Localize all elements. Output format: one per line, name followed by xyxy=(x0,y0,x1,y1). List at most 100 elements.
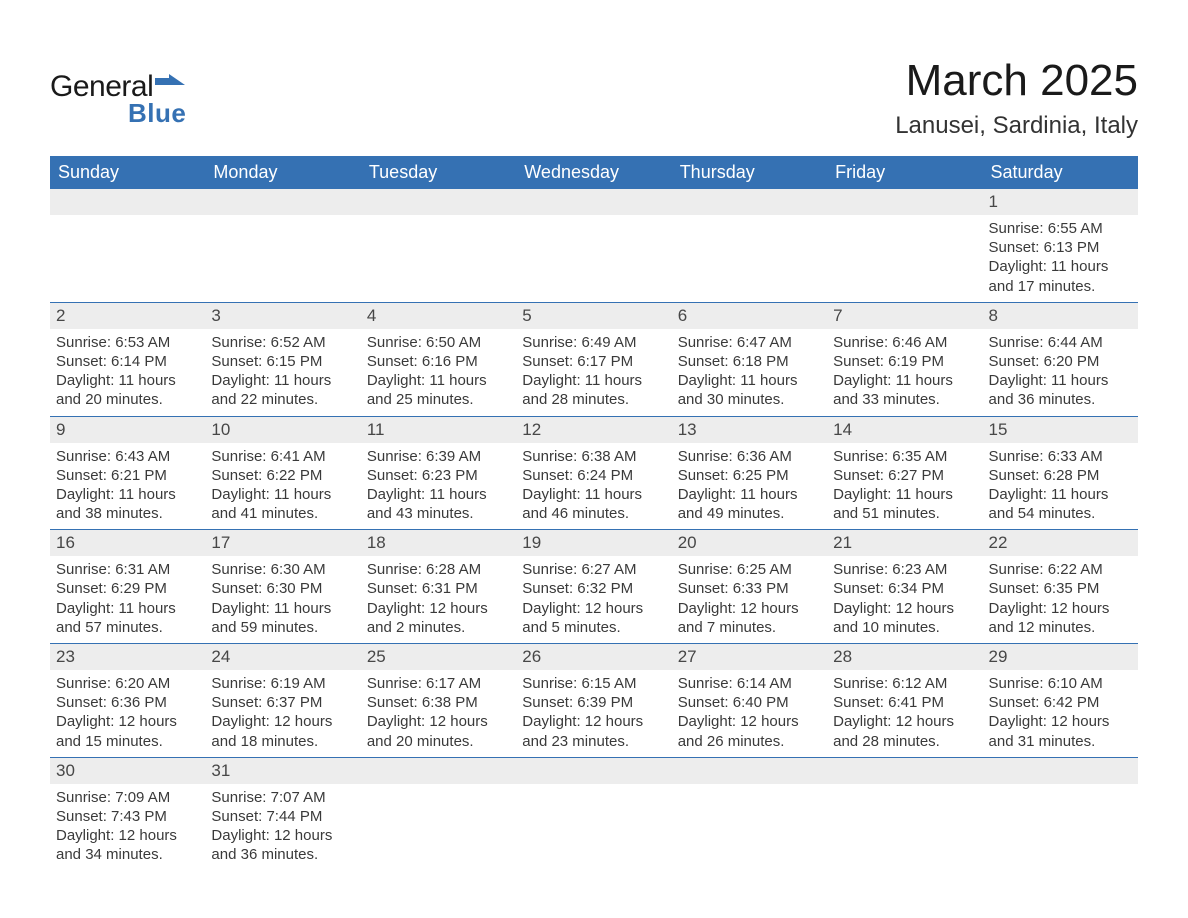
sunrise-text: Sunrise: 7:07 AM xyxy=(211,788,352,807)
day-details xyxy=(516,784,671,871)
day-details: Sunrise: 6:28 AMSunset: 6:31 PMDaylight:… xyxy=(361,556,516,643)
day-number xyxy=(827,757,982,784)
detail-row: Sunrise: 6:43 AMSunset: 6:21 PMDaylight:… xyxy=(50,443,1138,530)
sunrise-text: Sunrise: 6:38 AM xyxy=(522,447,663,466)
sunset-text: Sunset: 6:25 PM xyxy=(678,466,819,485)
sunrise-text: Sunrise: 6:12 AM xyxy=(833,674,974,693)
day-details: Sunrise: 6:10 AMSunset: 6:42 PMDaylight:… xyxy=(983,670,1138,757)
day-number xyxy=(516,189,671,215)
sunrise-text: Sunrise: 6:22 AM xyxy=(989,560,1130,579)
sunrise-text: Sunrise: 6:41 AM xyxy=(211,447,352,466)
detail-row: Sunrise: 7:09 AMSunset: 7:43 PMDaylight:… xyxy=(50,784,1138,871)
day-details: Sunrise: 6:36 AMSunset: 6:25 PMDaylight:… xyxy=(672,443,827,530)
day-number: 17 xyxy=(205,530,360,557)
day-number: 24 xyxy=(205,644,360,671)
day-number xyxy=(672,189,827,215)
day-details xyxy=(205,215,360,302)
col-header: Monday xyxy=(205,156,360,189)
day-number: 19 xyxy=(516,530,671,557)
day-details: Sunrise: 6:35 AMSunset: 6:27 PMDaylight:… xyxy=(827,443,982,530)
day-number: 6 xyxy=(672,302,827,329)
daylight-text: Daylight: 11 hours and 36 minutes. xyxy=(989,371,1130,409)
sunrise-text: Sunrise: 6:43 AM xyxy=(56,447,197,466)
sunset-text: Sunset: 6:13 PM xyxy=(989,238,1130,257)
sunset-text: Sunset: 6:28 PM xyxy=(989,466,1130,485)
sunset-text: Sunset: 6:35 PM xyxy=(989,579,1130,598)
day-details: Sunrise: 6:22 AMSunset: 6:35 PMDaylight:… xyxy=(983,556,1138,643)
sunrise-text: Sunrise: 6:35 AM xyxy=(833,447,974,466)
day-details xyxy=(827,215,982,302)
page: General Blue March 2025 Lanusei, Sardini… xyxy=(0,0,1188,911)
day-details xyxy=(672,215,827,302)
day-details: Sunrise: 6:43 AMSunset: 6:21 PMDaylight:… xyxy=(50,443,205,530)
daylight-text: Daylight: 12 hours and 5 minutes. xyxy=(522,599,663,637)
sunset-text: Sunset: 6:15 PM xyxy=(211,352,352,371)
day-number: 3 xyxy=(205,302,360,329)
daylight-text: Daylight: 12 hours and 20 minutes. xyxy=(367,712,508,750)
sunrise-text: Sunrise: 6:17 AM xyxy=(367,674,508,693)
day-number: 21 xyxy=(827,530,982,557)
sunset-text: Sunset: 6:38 PM xyxy=(367,693,508,712)
sunrise-text: Sunrise: 6:36 AM xyxy=(678,447,819,466)
sunset-text: Sunset: 6:20 PM xyxy=(989,352,1130,371)
sunset-text: Sunset: 6:14 PM xyxy=(56,352,197,371)
sunset-text: Sunset: 6:36 PM xyxy=(56,693,197,712)
daynum-row: 9101112131415 xyxy=(50,416,1138,443)
detail-row: Sunrise: 6:55 AMSunset: 6:13 PMDaylight:… xyxy=(50,215,1138,302)
sunrise-text: Sunrise: 6:33 AM xyxy=(989,447,1130,466)
sunrise-text: Sunrise: 6:23 AM xyxy=(833,560,974,579)
header-row: General Blue March 2025 Lanusei, Sardini… xyxy=(50,48,1138,148)
sunset-text: Sunset: 6:19 PM xyxy=(833,352,974,371)
daylight-text: Daylight: 11 hours and 28 minutes. xyxy=(522,371,663,409)
day-number: 29 xyxy=(983,644,1138,671)
day-number: 28 xyxy=(827,644,982,671)
sunrise-text: Sunrise: 6:44 AM xyxy=(989,333,1130,352)
day-details: Sunrise: 6:39 AMSunset: 6:23 PMDaylight:… xyxy=(361,443,516,530)
sunset-text: Sunset: 6:21 PM xyxy=(56,466,197,485)
day-number xyxy=(361,757,516,784)
day-details: Sunrise: 6:23 AMSunset: 6:34 PMDaylight:… xyxy=(827,556,982,643)
day-number: 12 xyxy=(516,416,671,443)
day-number: 20 xyxy=(672,530,827,557)
location-label: Lanusei, Sardinia, Italy xyxy=(895,112,1138,140)
weekday-header-row: Sunday Monday Tuesday Wednesday Thursday… xyxy=(50,156,1138,189)
daylight-text: Daylight: 12 hours and 36 minutes. xyxy=(211,826,352,864)
daylight-text: Daylight: 12 hours and 7 minutes. xyxy=(678,599,819,637)
sunset-text: Sunset: 6:39 PM xyxy=(522,693,663,712)
sunset-text: Sunset: 6:32 PM xyxy=(522,579,663,598)
day-number xyxy=(205,189,360,215)
day-number xyxy=(361,189,516,215)
sunset-text: Sunset: 7:44 PM xyxy=(211,807,352,826)
day-number: 26 xyxy=(516,644,671,671)
sunrise-text: Sunrise: 6:52 AM xyxy=(211,333,352,352)
title-block: March 2025 Lanusei, Sardinia, Italy xyxy=(895,48,1138,148)
day-details: Sunrise: 6:19 AMSunset: 6:37 PMDaylight:… xyxy=(205,670,360,757)
day-number xyxy=(516,757,671,784)
daylight-text: Daylight: 11 hours and 57 minutes. xyxy=(56,599,197,637)
sunrise-text: Sunrise: 7:09 AM xyxy=(56,788,197,807)
day-number: 30 xyxy=(50,757,205,784)
day-details: Sunrise: 6:38 AMSunset: 6:24 PMDaylight:… xyxy=(516,443,671,530)
daynum-row: 2345678 xyxy=(50,302,1138,329)
sunrise-text: Sunrise: 6:28 AM xyxy=(367,560,508,579)
day-number xyxy=(672,757,827,784)
sunset-text: Sunset: 6:41 PM xyxy=(833,693,974,712)
sunset-text: Sunset: 6:29 PM xyxy=(56,579,197,598)
day-details xyxy=(361,215,516,302)
sunrise-text: Sunrise: 6:55 AM xyxy=(989,219,1130,238)
daylight-text: Daylight: 11 hours and 43 minutes. xyxy=(367,485,508,523)
day-details: Sunrise: 6:55 AMSunset: 6:13 PMDaylight:… xyxy=(983,215,1138,302)
day-number: 1 xyxy=(983,189,1138,215)
day-number: 16 xyxy=(50,530,205,557)
day-details: Sunrise: 6:12 AMSunset: 6:41 PMDaylight:… xyxy=(827,670,982,757)
sunset-text: Sunset: 6:17 PM xyxy=(522,352,663,371)
daylight-text: Daylight: 11 hours and 38 minutes. xyxy=(56,485,197,523)
sunset-text: Sunset: 6:23 PM xyxy=(367,466,508,485)
sunset-text: Sunset: 6:22 PM xyxy=(211,466,352,485)
day-details xyxy=(516,215,671,302)
day-details xyxy=(672,784,827,871)
daylight-text: Daylight: 11 hours and 41 minutes. xyxy=(211,485,352,523)
sunset-text: Sunset: 6:42 PM xyxy=(989,693,1130,712)
day-number: 15 xyxy=(983,416,1138,443)
month-title: March 2025 xyxy=(895,56,1138,106)
